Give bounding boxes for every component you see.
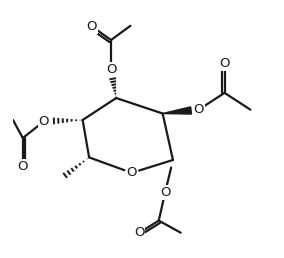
Polygon shape [163,107,191,114]
Text: O: O [18,160,28,173]
Text: O: O [219,57,230,70]
Text: O: O [39,115,49,128]
Text: O: O [160,186,170,199]
Text: O: O [106,63,116,76]
Text: O: O [134,226,145,239]
Text: O: O [126,166,137,179]
Text: O: O [193,103,204,116]
Text: O: O [86,20,97,33]
